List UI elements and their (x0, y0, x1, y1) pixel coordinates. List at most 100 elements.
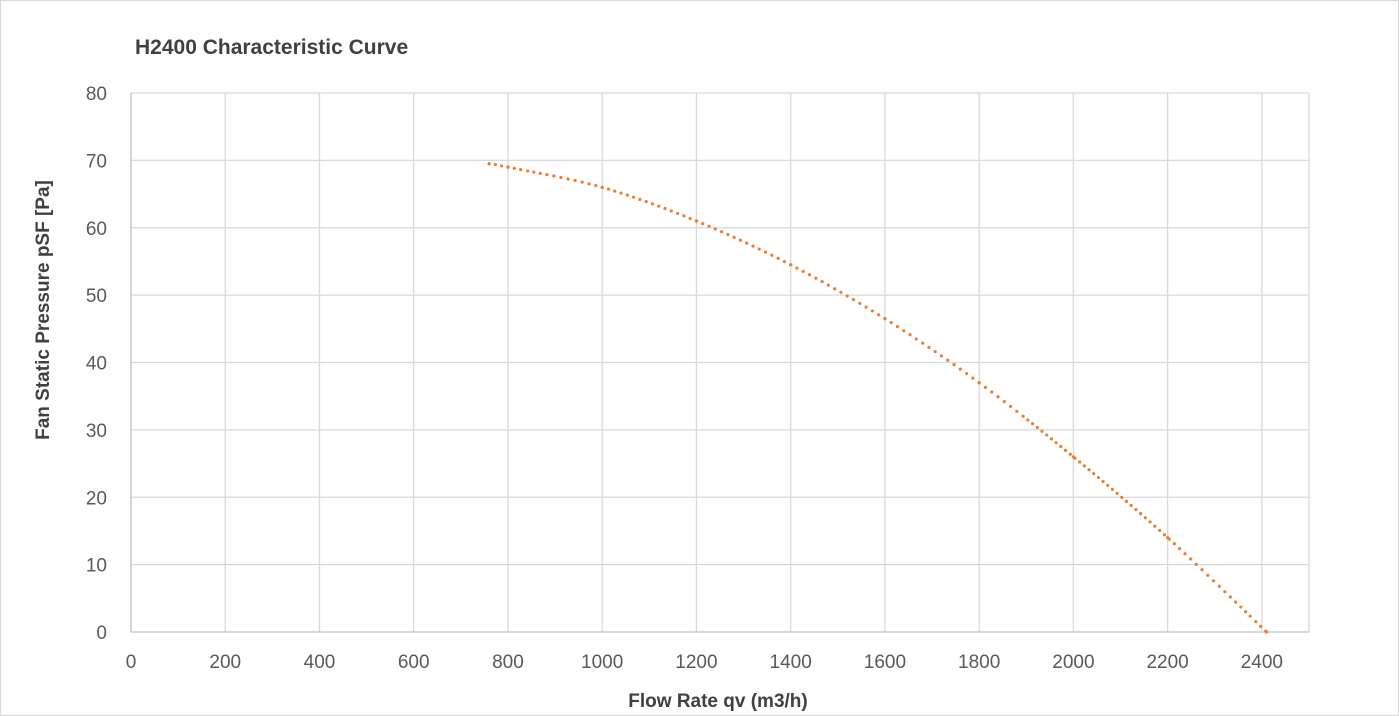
series-line (487, 162, 1269, 634)
curve-dot (573, 178, 577, 183)
curve-dot (1045, 433, 1049, 437)
x-tick-label: 800 (492, 652, 524, 673)
curve-dot (526, 169, 530, 173)
curve-dot (776, 256, 780, 260)
curve-dot (701, 222, 705, 226)
curve-dot (845, 294, 849, 298)
y-tick-label: 20 (86, 488, 107, 509)
y-tick-label: 0 (96, 623, 107, 644)
chart-title: H2400 Characteristic Curve (135, 36, 408, 59)
curve-dot (559, 175, 563, 180)
curve-dot (1172, 542, 1176, 546)
x-tick-label: 1000 (581, 652, 623, 673)
curve-dot (877, 313, 881, 317)
data-point (1166, 536, 1170, 540)
curve-dot (851, 298, 856, 302)
curve-dot (532, 170, 536, 174)
curve-dot (971, 376, 975, 380)
curve-dot (619, 191, 623, 195)
curve-dot (1206, 573, 1210, 577)
curve-dot (1030, 422, 1035, 426)
curve-dot (512, 166, 516, 170)
curve-dot (745, 241, 749, 245)
y-tick-label: 70 (86, 151, 107, 172)
curve-dot (1153, 524, 1157, 528)
curve-dot (1115, 491, 1119, 495)
curve-dot (1194, 562, 1198, 566)
curve-dot (1138, 511, 1143, 516)
tick-labels: 0 200 400 600 800 1000 1200 1400 1600 1800 2000 220… (86, 84, 1283, 673)
curve-dot (1021, 414, 1025, 418)
data-point (600, 185, 604, 189)
curve-dot (552, 174, 556, 178)
curve-dot (858, 301, 862, 305)
curve-dot (1002, 399, 1006, 404)
curve-dot (663, 206, 667, 211)
curve-dot (707, 224, 711, 228)
curve-dot (1223, 590, 1227, 594)
curve-dot (914, 337, 918, 341)
curve-dot (952, 363, 956, 367)
curve-dot (1106, 483, 1110, 488)
curve-dot (738, 238, 743, 242)
curve-dot (657, 204, 661, 208)
curve-dot (1054, 441, 1058, 445)
y-tick-label: 50 (86, 286, 107, 307)
data-point (1264, 630, 1269, 634)
x-tick-label: 600 (398, 652, 430, 673)
curve-dot (870, 309, 874, 313)
curve-dot (833, 287, 837, 291)
curve-dot (996, 395, 1000, 399)
curve-dot (864, 305, 868, 309)
x-tick-label: 1400 (770, 652, 812, 673)
y-tick-label: 60 (86, 219, 107, 240)
curve-dot (1234, 600, 1238, 604)
curve-dot (1239, 605, 1243, 609)
x-tick-label: 1800 (958, 652, 1000, 673)
x-tick-label: 0 (126, 652, 137, 673)
curve-dot (1110, 487, 1115, 491)
curve-dot (719, 230, 724, 234)
curve-dot (1162, 533, 1167, 537)
curve-dot (782, 259, 786, 264)
curve-dot (839, 290, 843, 294)
data-point (487, 162, 491, 166)
curve-dot (594, 183, 598, 188)
curve-dot (964, 371, 969, 376)
curve-dot (713, 227, 717, 231)
curve-dot (1217, 584, 1221, 588)
y-tick-label: 80 (86, 84, 107, 105)
curve-dot (1129, 503, 1133, 507)
curve-dot (895, 325, 900, 329)
curve-dot (1143, 516, 1147, 520)
curve-dot (1177, 547, 1182, 551)
y-axis-title: Fan Static Pressure pSF [Pa] (33, 180, 54, 440)
curve-dot (732, 235, 736, 239)
grid (130, 92, 1310, 633)
curve-dot (1101, 479, 1105, 484)
curve-dot (1026, 418, 1030, 422)
x-tick-label: 2200 (1146, 652, 1188, 673)
curve-dot (927, 345, 931, 349)
series-layer (487, 162, 1269, 634)
curve-dot (566, 177, 570, 181)
curve-dot (519, 168, 523, 172)
curve-dot (499, 164, 504, 168)
curve-dot (751, 244, 755, 248)
curve-dot (770, 253, 774, 257)
curve-dot (688, 216, 692, 221)
curve-dot (921, 341, 925, 345)
curve-dot (1049, 437, 1054, 441)
curve-dot (1200, 568, 1204, 572)
y-tick-label: 10 (86, 556, 107, 577)
curve-dot (814, 276, 818, 280)
curve-dot (1248, 614, 1252, 618)
curve-dot (801, 269, 805, 274)
curve-dot (1148, 520, 1152, 524)
curve-dot (1008, 404, 1013, 409)
curve-dot (763, 250, 768, 254)
curve-dot (1092, 472, 1096, 476)
data-point (1071, 455, 1075, 459)
curve-dot (1096, 475, 1101, 480)
curve-dot (1244, 610, 1248, 614)
